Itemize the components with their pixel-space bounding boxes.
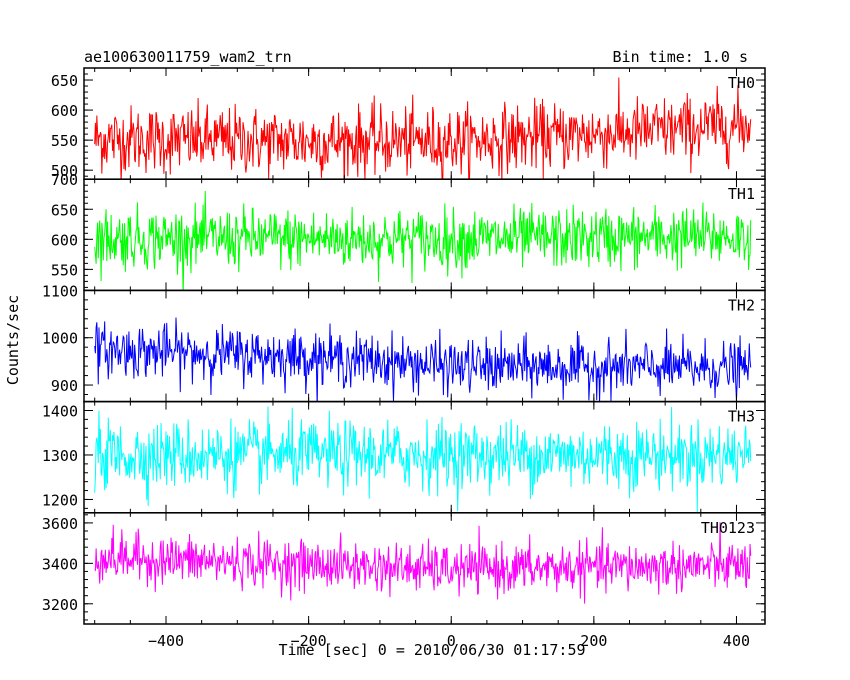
y-tick-label: 3400 — [42, 555, 78, 573]
chart-title: ae100630011759_wam2_trn — [84, 48, 292, 66]
panel-frame — [83, 289, 766, 403]
panel-th3: 1200 1300 1400 TH3 — [42, 400, 766, 514]
series-line-th3 — [94, 406, 752, 513]
series-line-th0 — [94, 77, 752, 180]
y-tick-label: 3600 — [42, 515, 78, 533]
y-tick-label: 1400 — [42, 402, 78, 420]
y-tick-label: 1300 — [42, 447, 78, 465]
y-axis-label: Counts/sec — [4, 295, 22, 385]
panel-th2: 900 1000 1100 TH2 — [42, 282, 766, 403]
y-tick-label: 550 — [51, 132, 78, 150]
series-label-th2: TH2 — [728, 296, 755, 314]
series-label-th1: TH1 — [728, 185, 755, 203]
x-tick-label: 0 — [447, 632, 456, 650]
panel-frame — [83, 512, 766, 625]
y-tick-label: 700 — [51, 171, 78, 189]
bin-time-label: Bin time: 1.0 s — [613, 48, 748, 66]
y-tick-label: 550 — [51, 261, 78, 279]
y-tick-label: 500 — [51, 162, 78, 180]
panel-th1: 550 600 650 700 TH1 — [51, 171, 766, 292]
y-tick-label: 900 — [51, 377, 78, 395]
panels-group: 500 550 600 650 TH0 550 600 650 700 TH1 900 1000 110… — [42, 67, 766, 625]
x-axis: −400 −200 0 200 400 — [148, 632, 750, 650]
y-tick-label: 650 — [51, 72, 78, 90]
series-line-th0123 — [94, 522, 752, 604]
x-tick-label: 200 — [580, 632, 607, 650]
series-line-th1 — [94, 191, 752, 291]
x-axis-label: Time [sec] 0 = 2010/06/30 01:17:59 — [278, 641, 585, 659]
x-tick-label: 400 — [723, 632, 750, 650]
series-label-th0123: TH0123 — [701, 519, 755, 537]
x-tick-label: −400 — [148, 632, 184, 650]
series-line-th2 — [94, 317, 752, 402]
panel-th0: 500 550 600 650 TH0 — [51, 67, 766, 180]
series-label-th0: TH0 — [728, 74, 755, 92]
y-tick-label: 1200 — [42, 491, 78, 509]
y-tick-label: 600 — [51, 102, 78, 120]
y-tick-label: 1100 — [42, 282, 78, 300]
panel-th0123: 3200 3400 3600 TH0123 — [42, 512, 766, 625]
y-tick-label: 3200 — [42, 596, 78, 614]
y-tick-label: 1000 — [42, 330, 78, 348]
y-tick-label: 600 — [51, 231, 78, 249]
series-label-th3: TH3 — [728, 408, 755, 426]
y-tick-label: 650 — [51, 201, 78, 219]
x-tick-label: −200 — [291, 632, 327, 650]
